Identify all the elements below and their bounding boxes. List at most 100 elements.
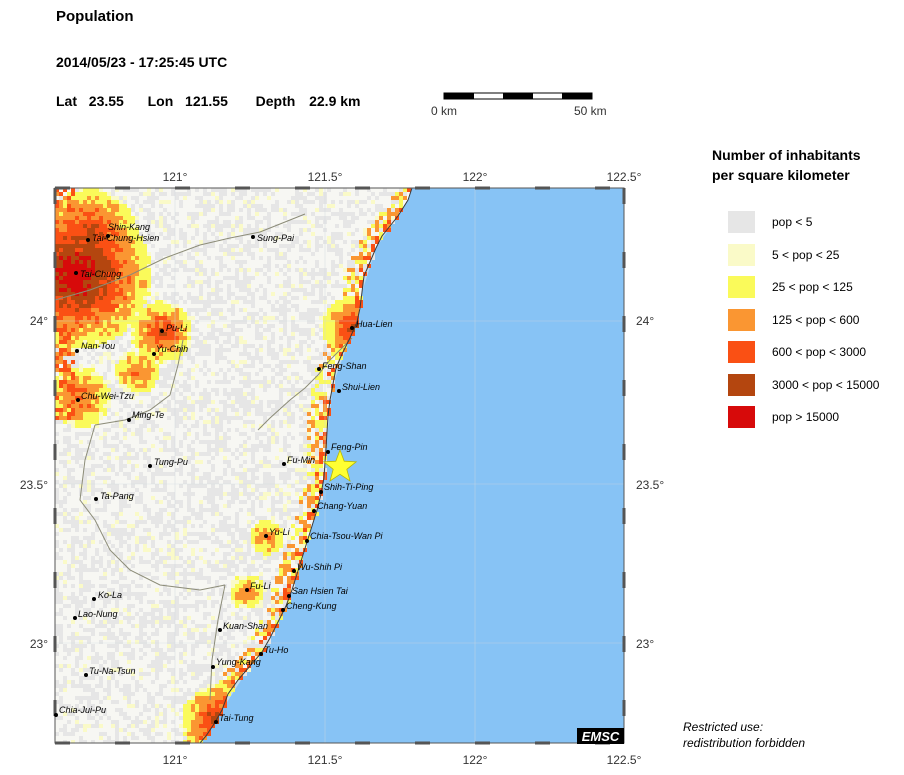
legend-item: pop > 15000 (728, 406, 898, 430)
city-marker: Pu-Li (160, 323, 188, 333)
lon-label: Lon (147, 93, 174, 109)
city-marker: Fu-Li (245, 581, 272, 592)
city-label: Tung-Pu (154, 457, 188, 467)
depth-label: Depth (255, 93, 296, 109)
city-label: Shih-Ti-Ping (324, 482, 373, 492)
city-label: Shin-Kang (108, 222, 150, 232)
lat-label: Lat (56, 93, 77, 109)
lon-tick-label-top: 121.5° (308, 170, 343, 184)
legend-item: 600 < pop < 3000 (728, 341, 898, 365)
city-dot-icon (54, 713, 58, 717)
city-marker: Lao-Nung (73, 609, 118, 620)
city-marker: Shui-Lien (337, 382, 380, 393)
city-label: Lao-Nung (78, 609, 118, 619)
city-dot-icon (337, 389, 341, 393)
legend-title-line1: Number of inhabitants (712, 147, 861, 163)
city-label: Fu-Min (287, 455, 315, 465)
scale-start-label: 0 km (431, 104, 458, 118)
lat-tick-label-right: 23.5° (636, 478, 664, 492)
city-dot-icon (305, 539, 309, 543)
city-marker: Tai-Chung (74, 269, 121, 279)
city-marker: San Hsien Tai (287, 586, 349, 598)
city-dot-icon (148, 464, 152, 468)
legend-label: 3000 < pop < 15000 (772, 377, 880, 392)
city-dot-icon (92, 597, 96, 601)
city-dot-icon (326, 450, 330, 454)
city-marker: Chu-Wei-Tzu (76, 391, 134, 402)
city-marker: Ming-Te (127, 410, 164, 422)
city-marker: Shin-Kang (106, 222, 150, 238)
city-dot-icon (75, 349, 79, 353)
city-label: Chia-Tsou-Wan Pi (310, 531, 384, 541)
city-dot-icon (73, 616, 77, 620)
scale-end-label: 50 km (574, 104, 607, 118)
city-dot-icon (214, 720, 218, 724)
map-title: Population (56, 8, 134, 25)
restricted-line1: Restricted use: (683, 720, 764, 734)
city-dot-icon (152, 352, 156, 356)
city-dot-icon (106, 234, 110, 238)
city-dot-icon (218, 628, 222, 632)
depth-value: 22.9 km (309, 93, 361, 109)
city-dot-icon (292, 569, 296, 573)
city-marker: Tu-Na-Tsun (84, 666, 136, 677)
legend-item: pop < 5 (728, 211, 898, 235)
legend-label: 25 < pop < 125 (772, 280, 853, 294)
legend-swatch (728, 341, 755, 363)
legend-item: 25 < pop < 125 (728, 276, 898, 300)
city-marker: Fu-Min (282, 455, 315, 466)
legend-title-line2: per square kilometer (712, 167, 850, 183)
city-marker: Feng-Shan (317, 361, 367, 371)
city-dot-icon (282, 462, 286, 466)
city-label: Feng-Shan (322, 361, 367, 371)
city-label: Yung-Kang (216, 657, 261, 667)
legend-label: 600 < pop < 3000 (772, 345, 867, 359)
epicenter-star-icon (322, 448, 358, 482)
city-label: Sung-Pai (257, 233, 295, 243)
city-marker: Cheng-Kung (281, 601, 337, 612)
emsc-badge: EMSC (582, 729, 620, 744)
city-dot-icon (160, 329, 164, 333)
event-datetime: 2014/05/23 - 17:25:45 UTC (56, 54, 228, 70)
city-label: Yu-Li (269, 527, 291, 537)
city-marker: Tu-Ho (259, 645, 288, 656)
city-marker: Nan-Tou (75, 341, 115, 353)
lon-tick-label-bottom: 122.5° (607, 753, 642, 767)
city-label: Tu-Ho (264, 645, 288, 655)
city-label: Feng-Pin (331, 442, 368, 452)
city-label: Tai-Tung (219, 713, 254, 723)
city-marker: Yu-Chih (152, 344, 188, 356)
lon-tick-label-top: 122.5° (607, 170, 642, 184)
city-label: Cheng-Kung (286, 601, 337, 611)
legend-title: Number of inhabitants per square kilomet… (712, 145, 902, 185)
city-label: Kuan-Shan (223, 621, 268, 631)
city-dot-icon (264, 534, 268, 538)
city-label: Chia-Jui-Pu (59, 705, 106, 715)
city-marker: Chia-Tsou-Wan Pi (305, 531, 384, 543)
lon-tick-label-bottom: 121.5° (308, 753, 343, 767)
city-marker: Tung-Pu (148, 457, 188, 468)
city-dot-icon (127, 418, 131, 422)
city-label: Hua-Lien (356, 319, 393, 329)
city-dot-icon (317, 367, 321, 371)
lat-value: 23.55 (88, 93, 124, 109)
city-label: Tai-Chung-Hsien (92, 233, 159, 243)
lon-tick-label-top: 121° (163, 170, 188, 184)
city-label: Wu-Shih Pi (297, 562, 343, 572)
city-label: Chang-Yuan (317, 501, 367, 511)
city-dot-icon (84, 673, 88, 677)
lon-tick-label-top: 122° (463, 170, 488, 184)
usage-notice: Restricted use: redistribution forbidden (683, 719, 805, 751)
legend-swatch (728, 243, 755, 266)
legend-item: 5 < pop < 25 (728, 243, 898, 268)
city-marker: Kuan-Shan (218, 621, 268, 632)
city-label: Ko-La (98, 590, 122, 600)
city-marker: Chia-Jui-Pu (54, 705, 106, 717)
lat-tick-label-right: 24° (636, 314, 654, 328)
city-label: Pu-Li (166, 323, 188, 333)
legend-item: 3000 < pop < 15000 (728, 373, 898, 398)
lat-tick-label-left: 24° (30, 314, 48, 328)
legend-label: 125 < pop < 600 (772, 312, 860, 327)
city-label: Tu-Na-Tsun (89, 666, 136, 676)
